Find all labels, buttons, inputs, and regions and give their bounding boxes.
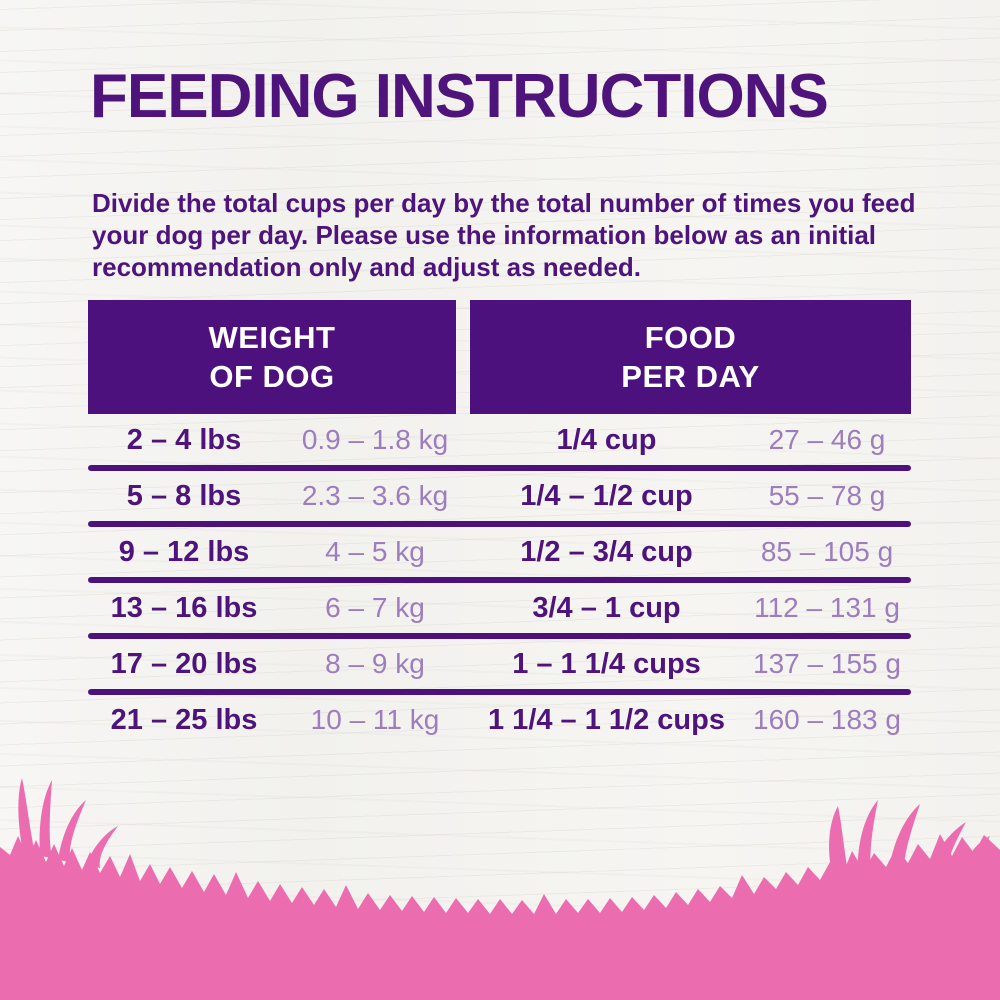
food-grams: 160 – 183 g [753, 704, 901, 735]
column-header-food-per-day: FOOD PER DAY [470, 300, 911, 414]
food-cups: 1 – 1 1/4 cups [512, 647, 701, 680]
food-cups: 1 1/4 – 1 1/2 cups [488, 703, 725, 736]
weight-kg: 4 – 5 kg [325, 536, 425, 567]
weight-kg: 10 – 11 kg [310, 704, 440, 735]
weight-lbs: 21 – 25 lbs [110, 703, 258, 736]
table-row: 5 – 8 lbs 2.3 – 3.6 kg 1/4 – 1/2 cup 55 … [88, 471, 911, 521]
table-row: 2 – 4 lbs 0.9 – 1.8 kg 1/4 cup 27 – 46 g [88, 415, 911, 465]
header-food-line1: FOOD [644, 319, 737, 355]
weight-lbs: 9 – 12 lbs [118, 535, 250, 568]
header-weight-line2: OF DOG [209, 359, 335, 394]
row-divider [88, 689, 911, 695]
table-row: 17 – 20 lbs 8 – 9 kg 1 – 1 1/4 cups 137 … [88, 639, 911, 689]
weight-lbs: 2 – 4 lbs [126, 423, 242, 456]
feeding-table: 2 – 4 lbs 0.9 – 1.8 kg 1/4 cup 27 – 46 g… [88, 415, 911, 745]
food-cups: 1/2 – 3/4 cup [520, 535, 693, 568]
food-grams: 55 – 78 g [768, 480, 886, 511]
weight-kg: 6 – 7 kg [325, 592, 425, 623]
row-divider [88, 521, 911, 527]
food-grams: 137 – 155 g [753, 648, 901, 679]
header-weight-line1: WEIGHT [208, 319, 336, 355]
pink-grass-illustration [0, 778, 1000, 1000]
table-row: 21 – 25 lbs 10 – 11 kg 1 1/4 – 1 1/2 cup… [88, 695, 911, 745]
weight-kg: 0.9 – 1.8 kg [301, 424, 449, 455]
weight-kg: 8 – 9 kg [325, 648, 425, 679]
food-grams: 112 – 131 g [754, 592, 900, 623]
weight-kg: 2.3 – 3.6 kg [301, 480, 449, 511]
weight-lbs: 13 – 16 lbs [110, 591, 258, 624]
header-food-line2: PER DAY [621, 359, 760, 394]
food-cups: 1/4 cup [556, 423, 657, 456]
weight-lbs: 17 – 20 lbs [110, 647, 258, 680]
table-row: 9 – 12 lbs 4 – 5 kg 1/2 – 3/4 cup 85 – 1… [88, 527, 911, 577]
weight-lbs: 5 – 8 lbs [126, 479, 242, 512]
row-divider [88, 633, 911, 639]
page-title: FEEDING INSTRUCTIONS [90, 62, 829, 131]
food-grams: 27 – 46 g [768, 424, 886, 455]
intro-paragraph: Divide the total cups per day by the tot… [92, 188, 916, 282]
column-header-weight-of-dog: WEIGHT OF DOG [88, 300, 456, 414]
row-divider [88, 577, 911, 583]
food-cups: 1/4 – 1/2 cup [520, 479, 693, 512]
table-row: 13 – 16 lbs 6 – 7 kg 3/4 – 1 cup 112 – 1… [88, 583, 911, 633]
food-cups: 3/4 – 1 cup [532, 591, 681, 624]
row-divider [88, 465, 911, 471]
food-grams: 85 – 105 g [760, 536, 894, 567]
